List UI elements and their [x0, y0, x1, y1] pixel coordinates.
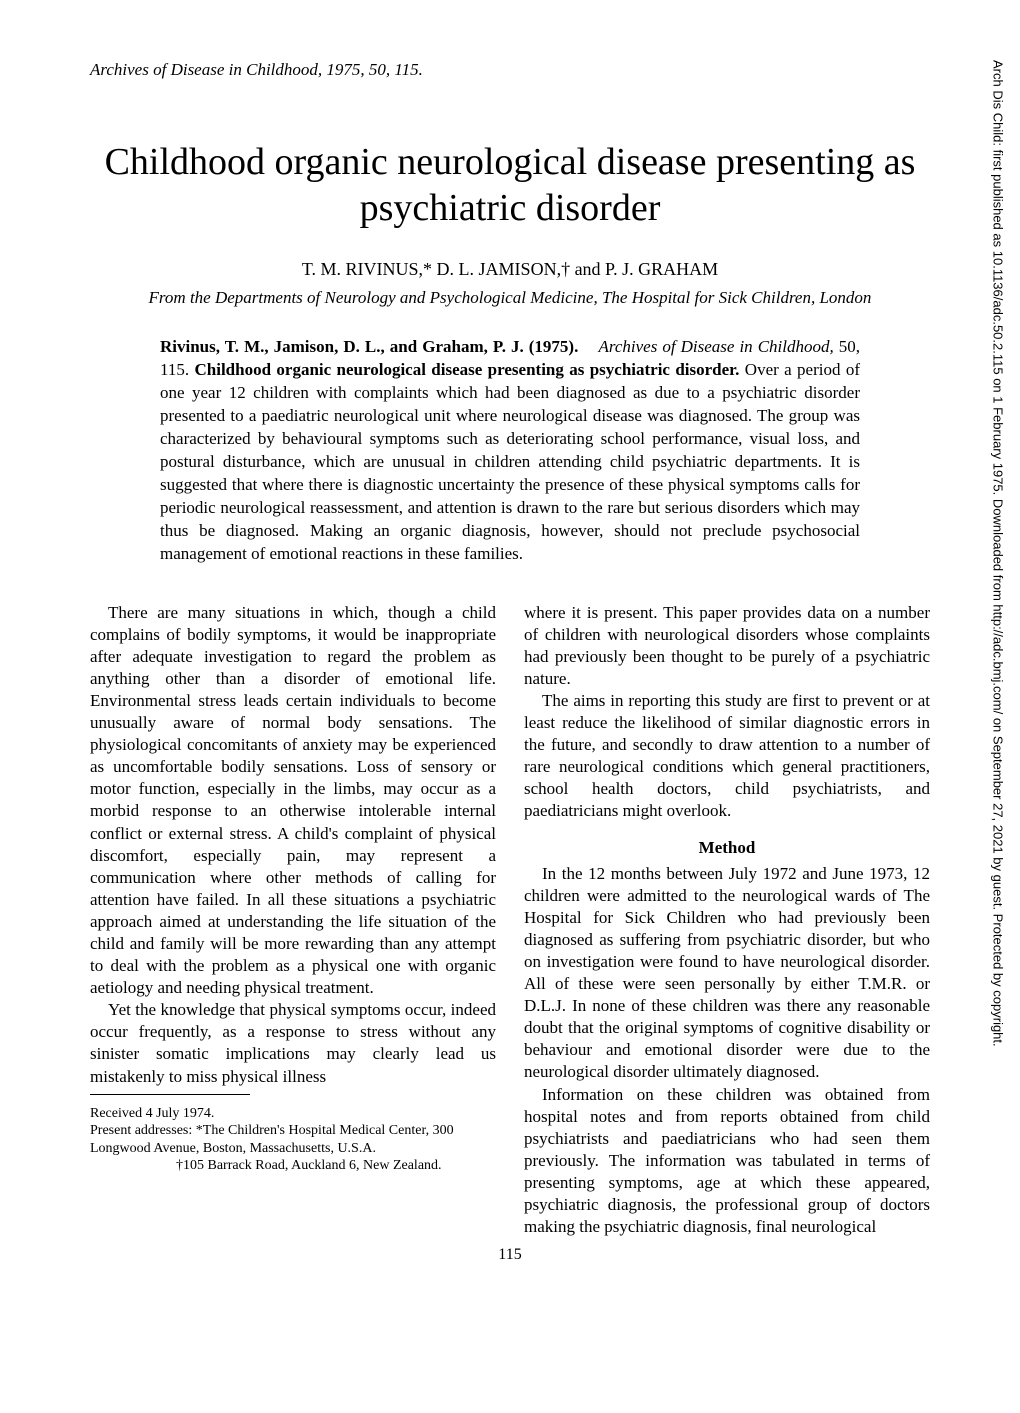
footnote-block: Received 4 July 1974. Present addresses:…: [90, 1105, 496, 1175]
two-column-body: There are many situations in which, thou…: [90, 602, 930, 1239]
page-number: 115: [90, 1246, 930, 1264]
left-column: There are many situations in which, thou…: [90, 602, 496, 1239]
abstract-body: Over a period of one year 12 children wi…: [160, 360, 860, 563]
right-column: where it is present. This paper provides…: [524, 602, 930, 1239]
abstract-author-head: Rivinus, T. M., Jamison, D. L., and Grah…: [160, 337, 578, 356]
authors-line: T. M. RIVINUS,* D. L. JAMISON,† and P. J…: [90, 259, 930, 280]
method-heading: Method: [524, 837, 930, 859]
footnote-rule: [90, 1094, 250, 1095]
watermark-sidebar: Arch Dis Child: first published as 10.11…: [984, 60, 1012, 1360]
body-paragraph: where it is present. This paper provides…: [524, 602, 930, 690]
article-title: Childhood organic neurological disease p…: [90, 140, 930, 231]
abstract-journal: Archives of Disease in Childhood,: [598, 337, 833, 356]
body-paragraph: In the 12 months between July 1972 and J…: [524, 863, 930, 1084]
addresses-label: Present addresses:: [90, 1123, 192, 1138]
body-paragraph: There are many situations in which, thou…: [90, 602, 496, 1000]
affiliation-line: From the Departments of Neurology and Ps…: [90, 288, 930, 308]
abstract-spacer: [583, 337, 593, 356]
received-date: Received 4 July 1974.: [90, 1105, 496, 1123]
address-2: †105 Barrack Road, Auckland 6, New Zeala…: [190, 1157, 496, 1175]
present-addresses: Present addresses: *The Children's Hospi…: [90, 1122, 496, 1157]
page: Archives of Disease in Childhood, 1975, …: [0, 0, 1020, 1304]
abstract-block: Rivinus, T. M., Jamison, D. L., and Grah…: [160, 336, 860, 565]
body-paragraph: Yet the knowledge that physical symptoms…: [90, 999, 496, 1087]
body-paragraph: The aims in reporting this study are fir…: [524, 690, 930, 823]
abstract-subtitle: Childhood organic neurological disease p…: [195, 360, 740, 379]
running-head: Archives of Disease in Childhood, 1975, …: [90, 60, 930, 80]
body-paragraph: Information on these children was obtain…: [524, 1084, 930, 1239]
